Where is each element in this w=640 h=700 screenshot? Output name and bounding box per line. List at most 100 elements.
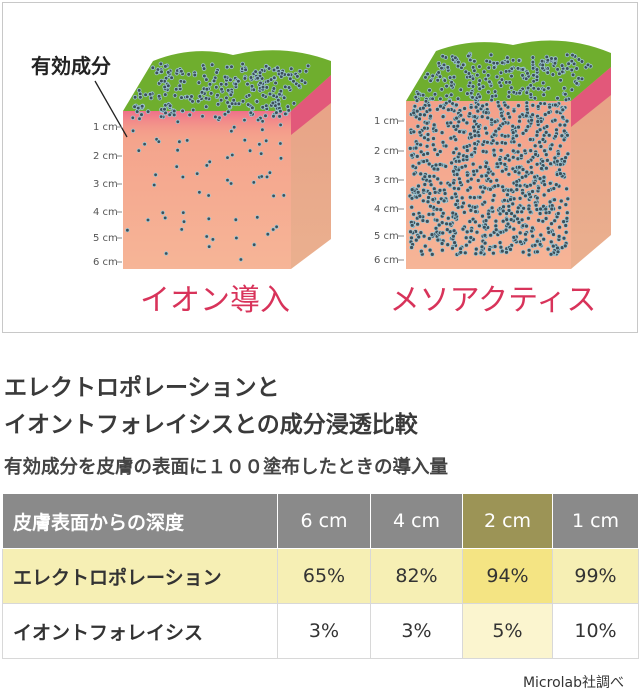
particle [551,186,557,191]
particle [479,173,485,179]
particle [415,221,421,227]
particle [508,217,514,223]
particle [278,108,283,114]
particle [458,249,464,255]
particle [162,106,167,112]
particle [453,55,458,61]
particle [426,161,432,167]
particle [525,159,531,165]
cell: 94% [462,548,553,604]
particle [437,149,443,154]
particle [295,74,300,79]
particle [420,198,426,204]
particle [440,210,446,216]
header-cell: 1 cm [552,494,639,549]
particle [499,60,505,65]
particle [557,224,562,230]
particle [479,114,485,119]
particle [543,216,549,221]
particle [526,206,532,212]
particle [515,205,521,211]
particle [519,153,524,159]
particle [412,104,418,109]
particle [444,83,449,89]
particle [439,65,444,71]
particle [530,112,535,118]
particle [562,122,568,128]
particle [432,147,438,153]
particle [453,102,459,108]
particle [517,195,523,201]
particle [467,131,473,137]
particle [439,241,445,246]
particle [531,86,537,91]
particle [517,183,523,189]
particle [523,128,529,133]
particle [453,146,459,152]
particle [517,114,523,120]
particle [211,78,217,84]
particle [576,57,582,62]
particle [460,62,466,68]
particle [487,186,493,192]
particle [499,168,505,174]
caption: メソアクティス [390,283,597,318]
particle [506,94,512,99]
particle [210,237,216,242]
particle [485,115,491,121]
particle [299,78,305,84]
particle [502,133,508,139]
particle [425,137,431,143]
particle [181,210,186,215]
particle [203,96,209,101]
particle [515,209,520,215]
particle [225,88,231,93]
particle [480,189,486,195]
particle [474,229,480,235]
particle [427,87,432,93]
particle [409,204,415,210]
particle [192,72,198,78]
particle [546,86,551,91]
particle [447,182,453,188]
particle [482,125,488,131]
particle [547,104,553,110]
particle [175,147,180,153]
particle [482,240,488,246]
particle [440,230,446,236]
particle [530,233,535,239]
particle [271,114,276,119]
header-row: 皮膚表面からの深度 6 cm 4 cm 2 cm 1 cm [2,494,639,549]
particle [520,249,526,255]
particle [254,99,260,104]
particle [240,61,245,67]
particle [435,176,441,182]
particle [431,136,436,141]
particle [204,163,209,168]
particle [303,68,309,74]
particle [145,109,151,114]
depth-label: 6 cm [374,255,399,266]
particle [426,211,432,217]
particle [204,77,209,82]
particle [505,192,510,198]
particle [523,113,529,119]
particle [427,173,433,179]
particle [413,145,419,151]
particle [502,197,507,203]
particle [472,133,478,139]
cell: 82% [370,548,463,604]
particle [526,252,532,258]
particle [236,78,241,84]
particle [278,141,283,146]
particle [476,124,481,129]
particle [463,235,469,241]
particle [455,123,461,129]
particle [533,151,538,157]
particle [166,83,171,88]
header-cell: 6 cm [277,494,371,549]
particle [439,220,445,226]
particle [510,130,516,136]
particle [511,234,517,240]
particle [246,93,252,98]
